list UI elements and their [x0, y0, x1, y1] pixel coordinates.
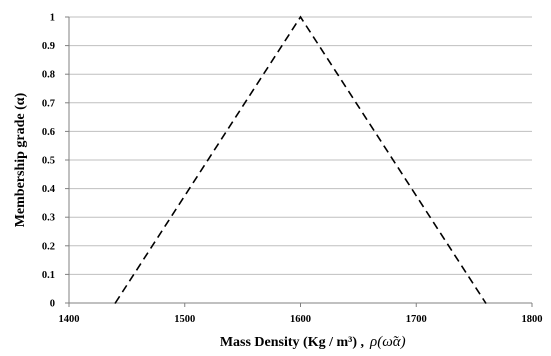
tick-labels: 0 0.1 0.2 0.3 0.4 0.5 0.6 0.7 0.8 0.9 1 1400 1500 160…: [42, 13, 543, 326]
y-tick-label: 0.7: [42, 98, 55, 109]
y-tick-label: 0.9: [42, 41, 55, 52]
y-tick-label: 0.6: [42, 127, 55, 138]
y-tick-label: 0.1: [42, 270, 55, 281]
y-tick-label: 0.4: [42, 184, 56, 195]
data-point: [299, 16, 302, 18]
x-axis-math-symbol: ρ(ω̃α): [369, 334, 406, 350]
x-tick-label: 1800: [522, 314, 543, 325]
x-tick-label: 1500: [174, 314, 195, 325]
x-tick-label: 1400: [59, 314, 80, 325]
y-tick-label: 0.8: [42, 70, 55, 81]
x-tick-label: 1700: [406, 314, 427, 325]
x-tick-label: 1600: [290, 314, 311, 325]
y-tick-label: 0.3: [42, 213, 55, 224]
x-axis-title: Mass Density (Kg / m³) ,: [220, 335, 364, 350]
gridlines: [69, 16, 532, 275]
y-axis-title: Membership grade (α): [13, 92, 28, 227]
y-tick-label: 1: [50, 13, 55, 24]
series-layer: [114, 15, 487, 304]
y-tick-label: 0.5: [42, 156, 55, 167]
data-point: [114, 302, 117, 304]
y-tick-label: 0.2: [42, 241, 55, 252]
axes: [65, 16, 533, 307]
y-tick-label: 0: [50, 299, 55, 310]
data-point: [484, 302, 487, 304]
